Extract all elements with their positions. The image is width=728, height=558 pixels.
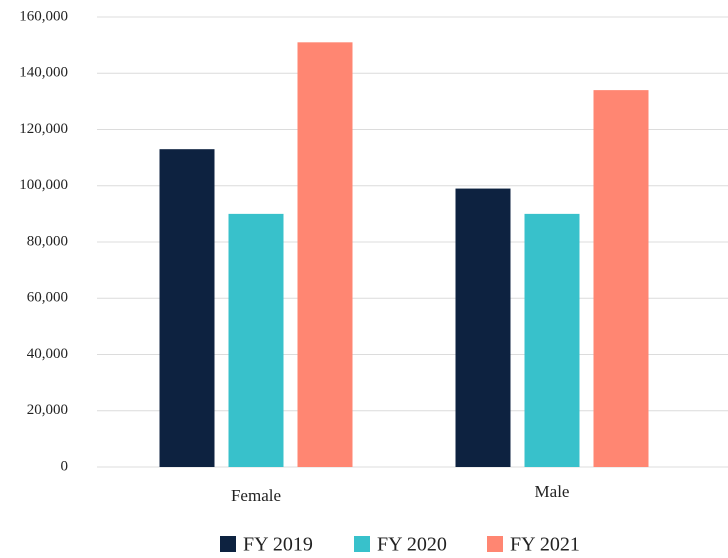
- bar: [593, 90, 649, 467]
- y-tick-label: 20,000: [27, 402, 68, 418]
- legend-swatch: [354, 536, 370, 552]
- x-tick-label: Male: [535, 482, 570, 501]
- y-tick-label: 0: [61, 458, 69, 474]
- legend-label: FY 2019: [243, 534, 313, 556]
- bar: [297, 42, 353, 467]
- legend-label: FY 2020: [377, 534, 447, 556]
- legend-label: FY 2021: [510, 534, 580, 556]
- legend-swatch: [220, 536, 236, 552]
- legend-swatch: [487, 536, 503, 552]
- y-tick-label: 80,000: [27, 233, 68, 249]
- y-tick-label: 120,000: [19, 121, 68, 137]
- bar: [159, 149, 215, 467]
- y-tick-label: 60,000: [27, 290, 68, 306]
- y-tick-label: 140,000: [19, 65, 68, 81]
- bar: [455, 188, 511, 467]
- y-tick-label: 160,000: [19, 8, 68, 24]
- y-tick-label: 100,000: [19, 177, 68, 193]
- bar: [228, 213, 284, 467]
- bar: [524, 213, 580, 467]
- x-tick-label: Female: [231, 486, 281, 505]
- y-tick-label: 40,000: [27, 346, 68, 362]
